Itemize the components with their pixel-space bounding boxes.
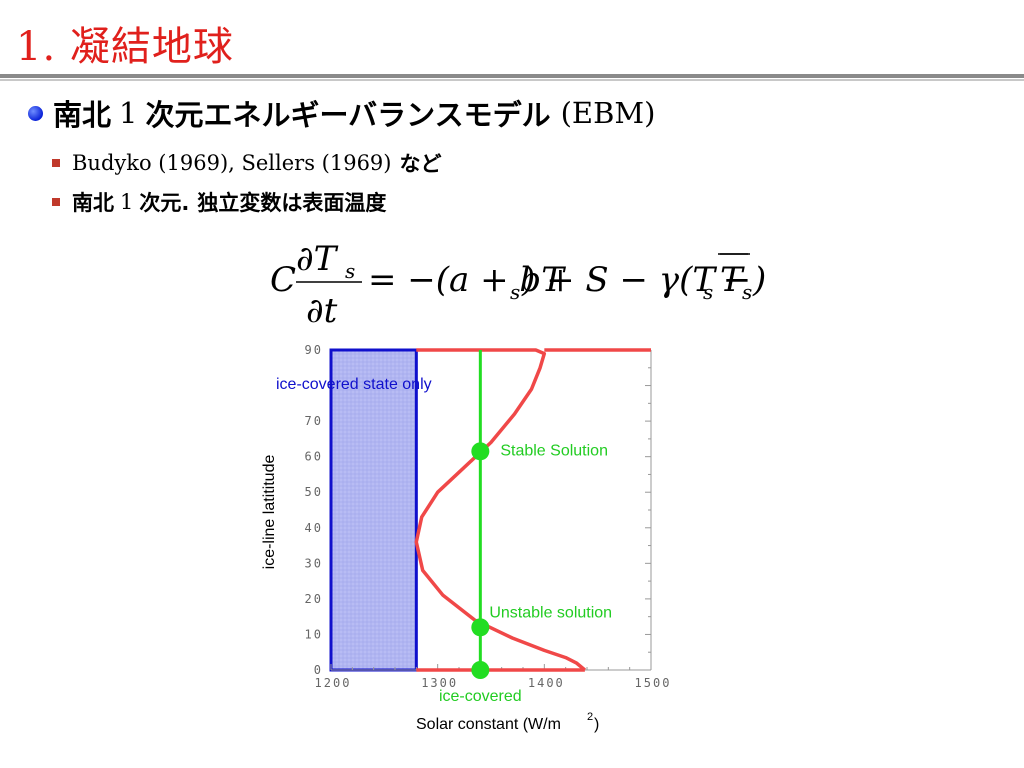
eq-rhs-sub2: s xyxy=(703,280,713,304)
y-tick-label: 40 xyxy=(305,521,323,535)
sub-bullet-references: Budyko (1969), Sellers (1969) など xyxy=(52,148,441,178)
x-axis-label: Solar constant (W/m xyxy=(416,716,561,733)
eq-denominator: ∂t xyxy=(306,291,338,331)
x-tick-label: 1300 xyxy=(421,676,458,690)
eq-rhs-2: ) + S − γ(T xyxy=(521,260,717,300)
x-tick-label: 1400 xyxy=(528,676,565,690)
square-bullet-icon xyxy=(52,198,60,206)
y-tick-label: 0 xyxy=(314,663,323,677)
title-divider-light xyxy=(0,79,1024,81)
square-bullet-icon xyxy=(52,159,60,167)
dimension-text-1: 南北 xyxy=(72,191,114,215)
solution-point xyxy=(471,442,490,461)
dimension-num: 1 xyxy=(120,190,134,214)
y-tick-label: 60 xyxy=(305,450,323,464)
references-text: Budyko (1969), Sellers (1969) xyxy=(72,151,392,175)
slide-title: 1. 凝結地球 xyxy=(16,24,234,70)
ebm-equation: C ∂T s ∂t = −(a + bT s ) + S − γ(T s − xyxy=(270,239,762,331)
x-tick-label: 1500 xyxy=(635,676,672,690)
bullet-dot-icon xyxy=(28,105,43,121)
eq-rhs-1: = −(a + bT xyxy=(368,260,566,300)
title-divider xyxy=(0,74,1024,78)
ice-region-label: ice-covered state only xyxy=(276,376,432,393)
main-bullet: 南北 1 次元エネルギーバランスモデル (EBM) xyxy=(28,92,655,134)
sub-bullet-dimension: 南北 1 次元. 独立変数は表面温度 xyxy=(52,187,386,217)
eq-close: ) xyxy=(752,260,766,300)
stable-solution-label: Stable Solution xyxy=(500,442,608,459)
solution-point xyxy=(471,661,490,679)
main-bullet-text-1: 南北 xyxy=(53,98,112,132)
y-tick-label: 70 xyxy=(305,414,323,428)
dimension-text-2: 次元. xyxy=(139,191,190,215)
eq-numerator: ∂T xyxy=(296,239,339,279)
y-axis-label: ice-line latititude xyxy=(261,455,278,570)
ice-line-chart: 0 10 20 30 40 50 60 70 90 1200 1300 1400 1500 ice-cov… xyxy=(261,343,672,733)
dimension-text-3: 独立変数は表面温度 xyxy=(197,191,387,215)
main-bullet-num: 1 xyxy=(119,96,138,130)
main-bullet-ebm: (EBM) xyxy=(560,96,656,130)
solution-point xyxy=(471,618,490,637)
x-tick-label: 1200 xyxy=(315,676,352,690)
eq-rhs-sub1: s xyxy=(510,280,520,304)
main-bullet-text-2: 次元エネルギーバランスモデル xyxy=(145,98,551,132)
ebm-equation-tail: T s ) xyxy=(720,253,766,304)
eq-rhs-minus: − xyxy=(712,260,762,300)
x-axis-label-sup: 2 xyxy=(587,711,593,723)
references-suffix: など xyxy=(399,152,442,176)
ice-covered-label: ice-covered xyxy=(439,688,522,705)
eq-num-sub: s xyxy=(345,259,355,283)
y-tick-label: 30 xyxy=(305,556,323,570)
y-tick-label: 10 xyxy=(305,627,323,641)
y-tick-label: 20 xyxy=(305,592,323,606)
x-axis-label-end: ) xyxy=(594,716,599,733)
eq-coef: C xyxy=(270,260,296,300)
y-tick-label: 90 xyxy=(305,343,323,357)
eq-bar-T: T xyxy=(720,260,745,300)
equilibrium-curve xyxy=(414,348,587,672)
unstable-solution-label: Unstable solution xyxy=(489,604,612,621)
y-tick-label: 50 xyxy=(305,485,323,499)
eq-rhs-sub3: s xyxy=(742,280,752,304)
